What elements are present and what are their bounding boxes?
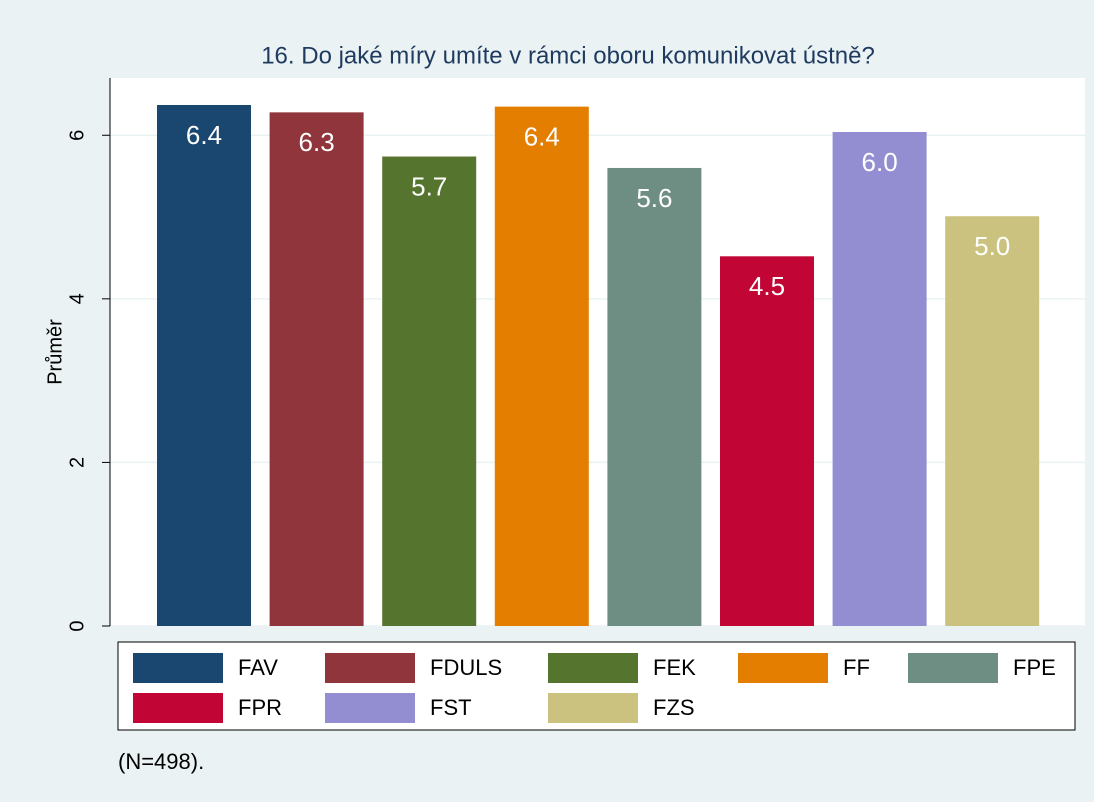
value-label: 5.6: [636, 183, 672, 213]
y-tick-label: 4: [66, 293, 88, 304]
bar: [269, 112, 364, 627]
plot-area: [110, 78, 1085, 626]
legend-label: FZS: [653, 695, 695, 720]
bar: [607, 167, 702, 626]
legend-swatch: [325, 653, 415, 683]
legend-label: FST: [430, 695, 472, 720]
bar: [494, 106, 589, 626]
value-label: 6.4: [524, 122, 560, 152]
legend-swatch: [738, 653, 828, 683]
legend-swatch: [133, 653, 223, 683]
legend-swatch: [133, 693, 223, 723]
legend-swatch: [908, 653, 998, 683]
bar: [382, 156, 477, 626]
y-tick-label: 2: [66, 457, 88, 468]
legend-label: FDULS: [430, 655, 502, 680]
chart-title: 16. Do jaké míry umíte v rámci oboru kom…: [261, 42, 875, 69]
value-label: 6.3: [299, 127, 335, 157]
y-tick-label: 0: [66, 620, 88, 631]
legend-swatch: [548, 693, 638, 723]
legend-label: FPR: [238, 695, 282, 720]
legend-label: FF: [843, 655, 870, 680]
value-label: 6.4: [186, 120, 222, 150]
legend-swatch: [548, 653, 638, 683]
y-tick-label: 6: [66, 130, 88, 141]
y-axis-label: Průměr: [44, 319, 66, 385]
legend-label: FEK: [653, 655, 696, 680]
bar: [832, 131, 927, 626]
legend-label: FPE: [1013, 655, 1056, 680]
bar: [720, 256, 814, 626]
legend-label: FAV: [238, 655, 278, 680]
value-label: 6.0: [862, 147, 898, 177]
bar: [945, 216, 1040, 626]
value-label: 5.0: [974, 231, 1010, 261]
bar: [157, 104, 251, 627]
value-label: 5.7: [411, 171, 447, 201]
legend-swatch: [325, 693, 415, 723]
value-label: 4.5: [749, 271, 785, 301]
note: (N=498).: [118, 749, 204, 774]
